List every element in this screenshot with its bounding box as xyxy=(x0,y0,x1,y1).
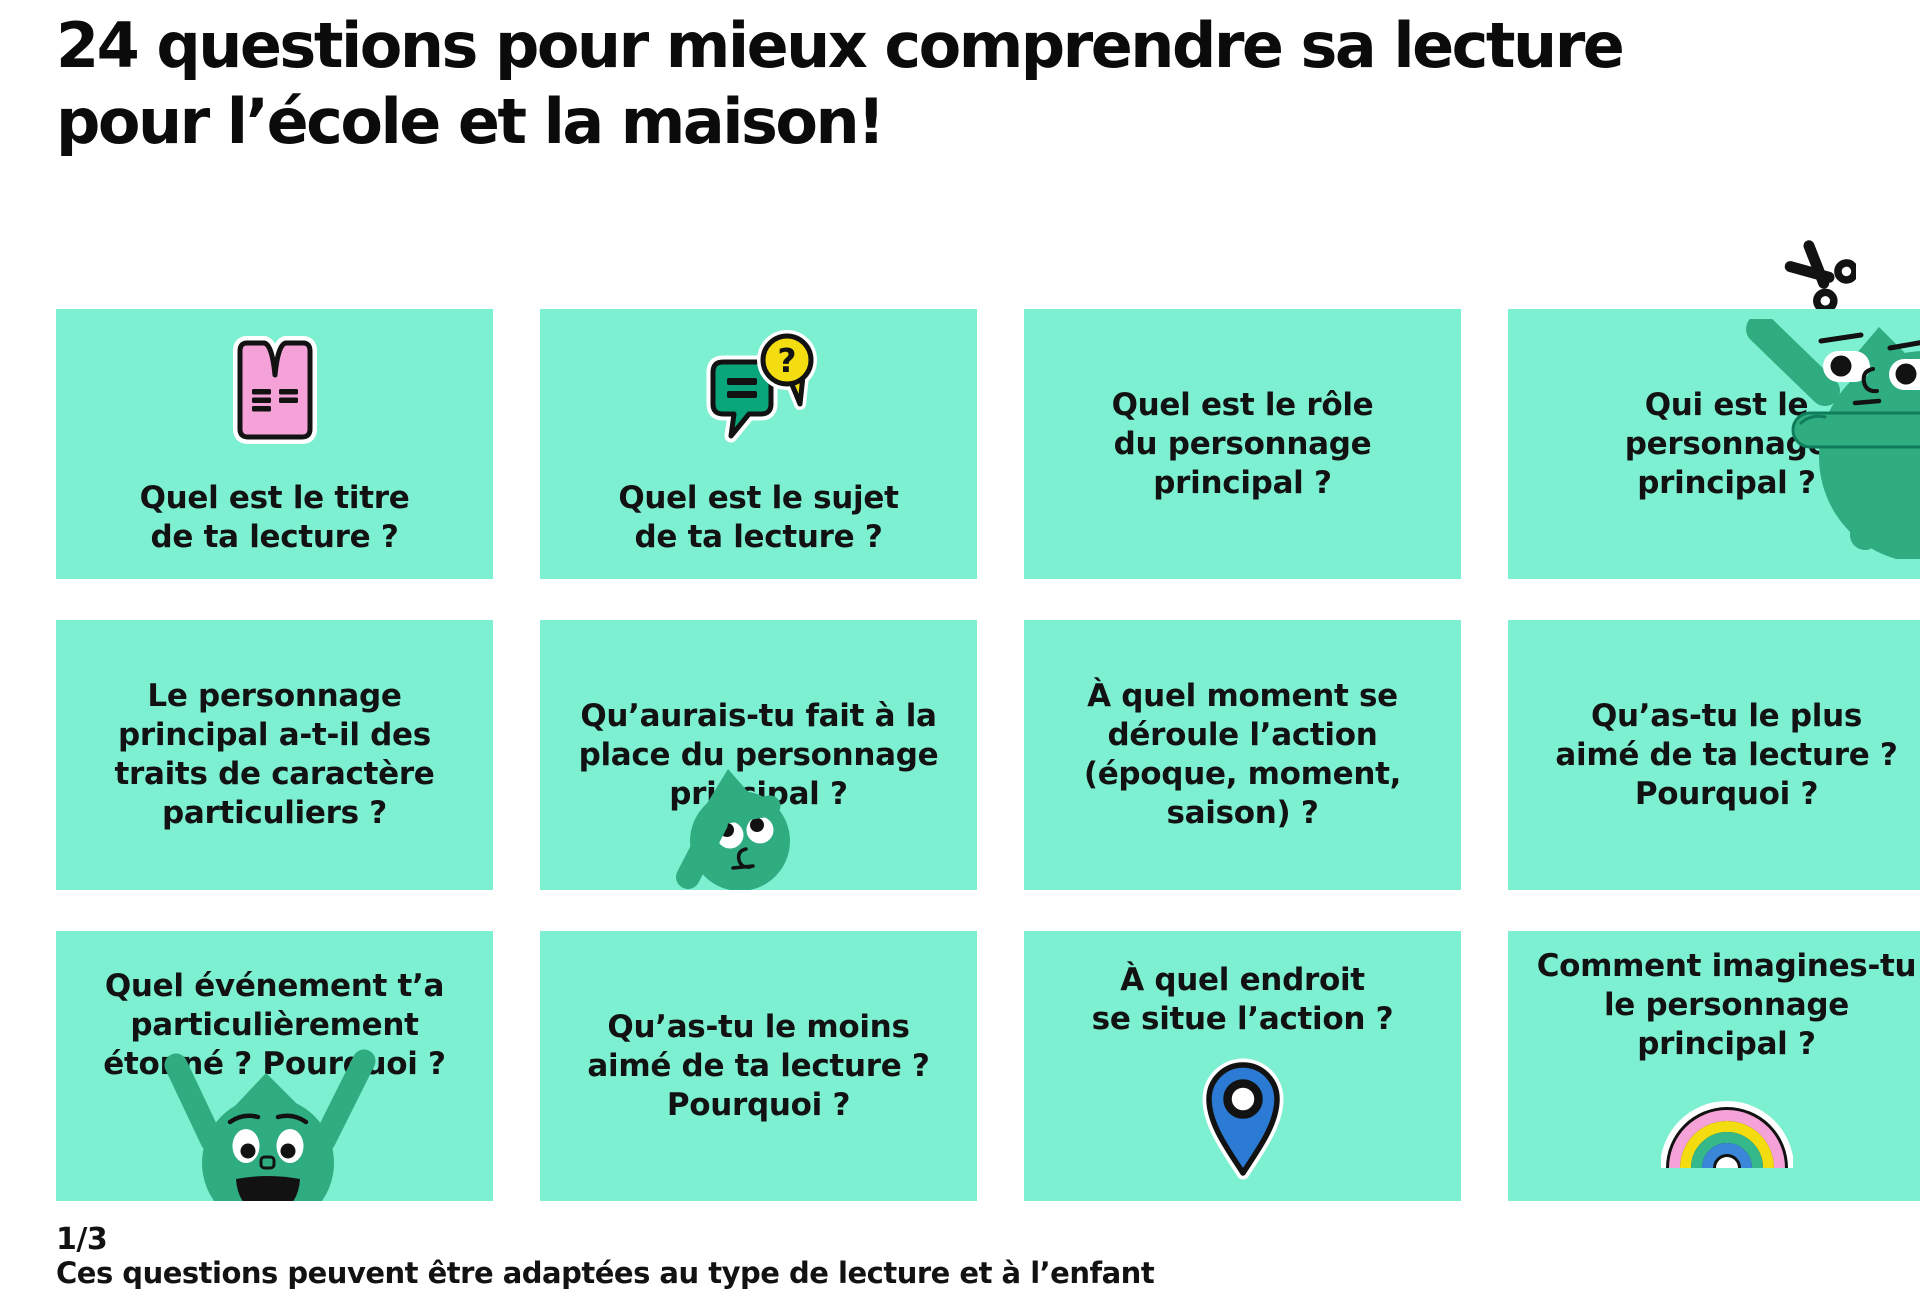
question-card: Qu’as-tu le plus aimé de ta lecture ? Po… xyxy=(1508,620,1920,890)
question-text: À quel moment se déroule l’action (époqu… xyxy=(1083,678,1402,831)
open-book-icon xyxy=(227,327,323,451)
question-card: Qui est le personnage principal ? xyxy=(1508,309,1920,579)
footnote: Ces questions peuvent être adaptées au t… xyxy=(56,1256,1155,1290)
question-text: Le personnage principal a-t-il des trait… xyxy=(114,678,435,831)
question-card: Le personnage principal a-t-il des trait… xyxy=(56,620,493,890)
question-card-grid: Quel est le titre de ta lecture ? ? Quel… xyxy=(56,309,1920,1201)
page-title-line2: pour l’école et la maison! xyxy=(56,85,885,158)
question-text: Qu’aurais-tu fait à la place du personna… xyxy=(578,697,939,812)
question-text: Qui est le personnage principal ? xyxy=(1624,386,1829,501)
question-card: Qu’aurais-tu fait à la place du personna… xyxy=(540,620,977,890)
question-card: Quel événement t’a particulièrement éton… xyxy=(56,931,493,1201)
question-card: À quel endroit se situe l’action ? xyxy=(1024,931,1461,1201)
question-card: Quel est le titre de ta lecture ? xyxy=(56,309,493,579)
question-card: Qu’as-tu le moins aimé de ta lecture ? P… xyxy=(540,931,977,1201)
rainbow-icon xyxy=(1659,1090,1794,1174)
question-card: Comment imagines-tu le personnage princi… xyxy=(1508,931,1920,1201)
question-bubbles-icon: ? xyxy=(697,327,821,451)
scissors-icon xyxy=(1784,240,1856,312)
question-text: Quel événement t’a particulièrement éton… xyxy=(103,968,446,1082)
question-text: Qu’as-tu le moins aimé de ta lecture ? P… xyxy=(587,1008,930,1123)
page-title-line1: 24 questions pour mieux comprendre sa le… xyxy=(56,9,1625,82)
map-pin-icon xyxy=(1197,1053,1289,1185)
question-card: ? Quel est le sujet de ta lecture ? xyxy=(540,309,977,579)
page-number: 1/3 xyxy=(56,1222,108,1257)
question-text: À quel endroit se situe l’action ? xyxy=(1091,962,1394,1037)
question-text: Quel est le sujet de ta lecture ? xyxy=(618,480,899,555)
page-title: 24 questions pour mieux comprendre sa le… xyxy=(56,8,1816,160)
question-text: Quel est le titre de ta lecture ? xyxy=(139,480,410,555)
svg-text:?: ? xyxy=(777,341,796,380)
question-text: Qu’as-tu le plus aimé de ta lecture ? Po… xyxy=(1555,697,1898,812)
question-card: À quel moment se déroule l’action (époqu… xyxy=(1024,620,1461,890)
question-card: Quel est le rôle du personnage principal… xyxy=(1024,309,1461,579)
question-text: Comment imagines-tu le personnage princi… xyxy=(1536,948,1917,1062)
question-text: Quel est le rôle du personnage principal… xyxy=(1111,386,1374,501)
